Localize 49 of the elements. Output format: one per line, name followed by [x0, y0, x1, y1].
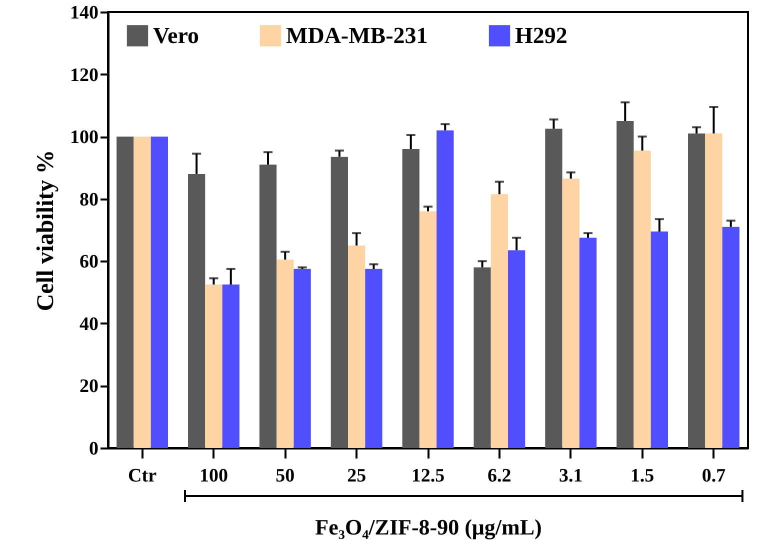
bar	[402, 149, 420, 448]
x-tick-label: 6.2	[488, 466, 512, 486]
bar	[150, 136, 168, 448]
bar	[474, 267, 491, 448]
bar	[294, 268, 311, 448]
bar	[508, 250, 526, 448]
legend-label: H292	[515, 22, 568, 48]
x-tick-label: 3.1	[558, 466, 583, 486]
legend-label: MDA-MB-231	[286, 22, 428, 48]
bar	[348, 246, 366, 448]
bar	[134, 136, 151, 448]
x-tick-label: 12.5	[411, 466, 445, 486]
bar	[705, 133, 722, 448]
y-tick-label: 120	[70, 64, 98, 86]
bar	[116, 136, 134, 448]
y-tick-label: 100	[70, 127, 98, 148]
bar	[579, 238, 597, 448]
x-tick-label: 100	[199, 466, 228, 486]
bar	[688, 133, 706, 448]
bar	[276, 260, 294, 448]
bar	[419, 211, 437, 448]
x-tick-label: Ctr	[128, 466, 158, 486]
bar	[490, 194, 508, 448]
bar	[562, 178, 580, 448]
bar	[436, 130, 454, 448]
bar	[259, 164, 277, 448]
legend-label: Vero	[153, 22, 199, 48]
y-tick-label: 80	[80, 189, 98, 210]
bar	[365, 268, 382, 448]
x-tick-label: 1.5	[630, 466, 654, 486]
y-axis-title: Cell viability %	[33, 150, 59, 312]
y-tick-label: 60	[80, 252, 98, 273]
bar	[616, 121, 634, 448]
x-tick-label: 25	[347, 466, 366, 486]
y-tick-label: 140	[70, 2, 98, 24]
bar	[722, 226, 740, 448]
x-axis-title: Fe₃O₄/ZIF-8-90 (μg/mL)	[315, 514, 542, 540]
x-tick-label: 50	[276, 466, 295, 486]
bar	[188, 174, 206, 448]
x-tick-label: 0.7	[702, 466, 726, 486]
y-tick-label: 40	[80, 314, 98, 335]
y-tick-label: 0	[89, 438, 98, 460]
bar	[205, 284, 222, 448]
bar	[222, 284, 240, 448]
y-tick-label: 20	[80, 376, 98, 398]
bar	[545, 128, 562, 448]
bar	[634, 150, 651, 448]
bar	[330, 156, 348, 448]
bar	[650, 232, 668, 448]
